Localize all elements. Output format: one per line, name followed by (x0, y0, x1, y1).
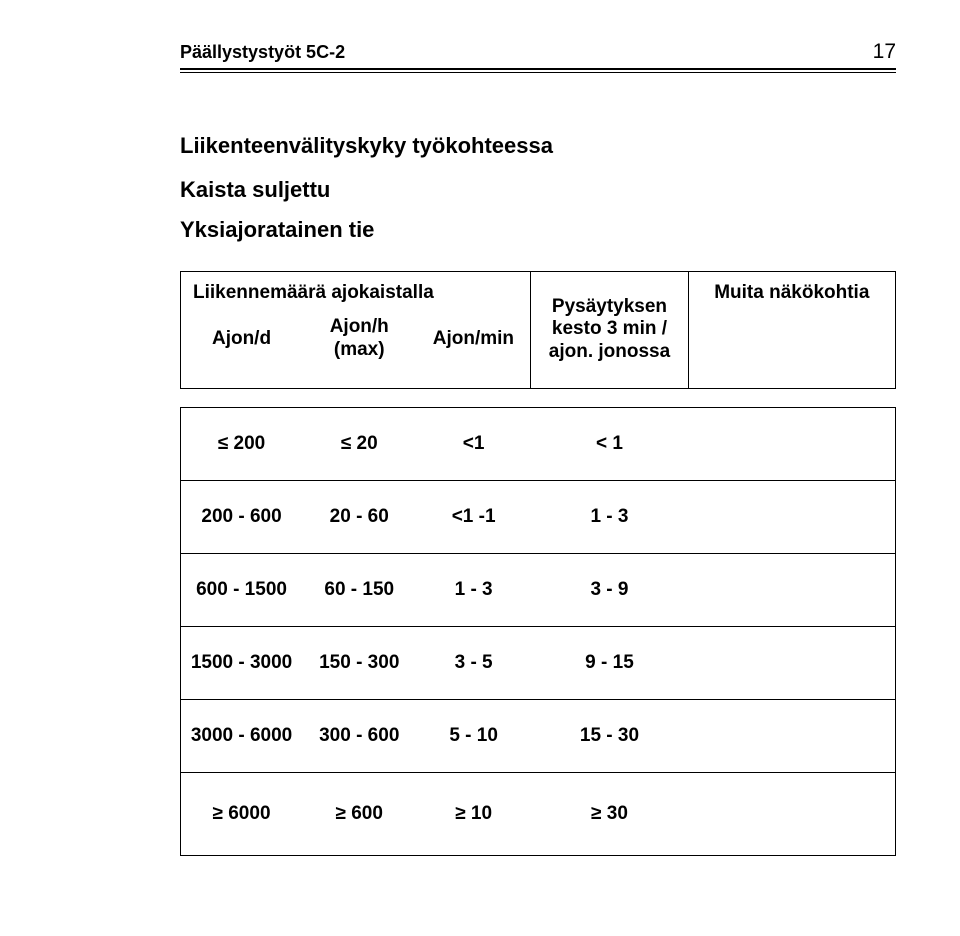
header-rule-top (180, 68, 896, 70)
table-row: 1500 - 3000 150 - 300 3 - 5 9 - 15 (181, 626, 896, 699)
cell-ajon-min: 1 - 3 (416, 553, 530, 626)
cell-ajon-min: 5 - 10 (416, 699, 530, 772)
header-liikennemaara: Liikennemäärä ajokaistalla (181, 272, 531, 309)
cell-ajon-d: ≥ 6000 (181, 772, 303, 855)
gap-cell (181, 388, 896, 407)
section: Liikenteenvälityskyky työkohteessa Kaist… (180, 133, 896, 856)
page-number: 17 (873, 40, 896, 64)
cell-ajon-h: 150 - 300 (302, 626, 416, 699)
cell-ajon-min: <1 (416, 407, 530, 480)
table-header-row-1: Liikennemäärä ajokaistalla Pysäytyksen k… (181, 272, 896, 309)
table-row: ≤ 200 ≤ 20 <1 < 1 (181, 407, 896, 480)
cell-pys: 15 - 30 (531, 699, 688, 772)
cell-ajon-h: 300 - 600 (302, 699, 416, 772)
header-rule-bottom (180, 72, 896, 73)
table-row: 3000 - 6000 300 - 600 5 - 10 15 - 30 (181, 699, 896, 772)
header-pys-line2: kesto 3 min / (537, 318, 681, 341)
cell-muita (688, 626, 895, 699)
cell-muita (688, 772, 895, 855)
header-ajon-h: Ajon/h (max) (302, 308, 416, 388)
cell-pys: ≥ 30 (531, 772, 688, 855)
cell-ajon-d: ≤ 200 (181, 407, 303, 480)
page: Päällystystyöt 5C-2 17 Liikenteenvälitys… (0, 0, 960, 896)
section-title: Liikenteenvälityskyky työkohteessa (180, 133, 896, 159)
document-header-row: Päällystystyöt 5C-2 17 (180, 40, 896, 64)
cell-ajon-d: 200 - 600 (181, 480, 303, 553)
data-table: Liikennemäärä ajokaistalla Pysäytyksen k… (180, 271, 896, 856)
cell-ajon-d: 3000 - 6000 (181, 699, 303, 772)
cell-ajon-min: <1 -1 (416, 480, 530, 553)
cell-muita (688, 699, 895, 772)
header-ajon-min: Ajon/min (416, 308, 530, 388)
header-pysaytyksen: Pysäytyksen kesto 3 min / ajon. jonossa (531, 272, 688, 389)
table-container: Liikennemäärä ajokaistalla Pysäytyksen k… (180, 271, 896, 856)
cell-pys: 9 - 15 (531, 626, 688, 699)
document-header: Päällystystyöt 5C-2 17 (180, 40, 896, 73)
header-muita: Muita näkökohtia (688, 272, 895, 389)
cell-ajon-h: ≤ 20 (302, 407, 416, 480)
header-ajon-h-l2: (max) (306, 339, 412, 362)
header-pys-line3: ajon. jonossa (537, 341, 681, 364)
cell-muita (688, 480, 895, 553)
cell-ajon-h: 20 - 60 (302, 480, 416, 553)
table-row: 600 - 1500 60 - 150 1 - 3 3 - 9 (181, 553, 896, 626)
header-pys-line1: Pysäytyksen (537, 296, 681, 319)
header-ajon-d: Ajon/d (181, 308, 303, 388)
document-title: Päällystystyöt 5C-2 (180, 42, 345, 63)
cell-muita (688, 407, 895, 480)
cell-ajon-h: 60 - 150 (302, 553, 416, 626)
cell-pys: 3 - 9 (531, 553, 688, 626)
table-row: 200 - 600 20 - 60 <1 -1 1 - 3 (181, 480, 896, 553)
cell-ajon-d: 1500 - 3000 (181, 626, 303, 699)
section-subtitle-2: Yksiajoratainen tie (180, 217, 896, 243)
cell-ajon-min: 3 - 5 (416, 626, 530, 699)
cell-ajon-min: ≥ 10 (416, 772, 530, 855)
cell-pys: 1 - 3 (531, 480, 688, 553)
table-gap-row (181, 388, 896, 407)
cell-muita (688, 553, 895, 626)
cell-ajon-d: 600 - 1500 (181, 553, 303, 626)
section-subtitle-1: Kaista suljettu (180, 177, 896, 203)
table-row: ≥ 6000 ≥ 600 ≥ 10 ≥ 30 (181, 772, 896, 855)
cell-pys: < 1 (531, 407, 688, 480)
cell-ajon-h: ≥ 600 (302, 772, 416, 855)
header-ajon-h-l1: Ajon/h (306, 316, 412, 339)
